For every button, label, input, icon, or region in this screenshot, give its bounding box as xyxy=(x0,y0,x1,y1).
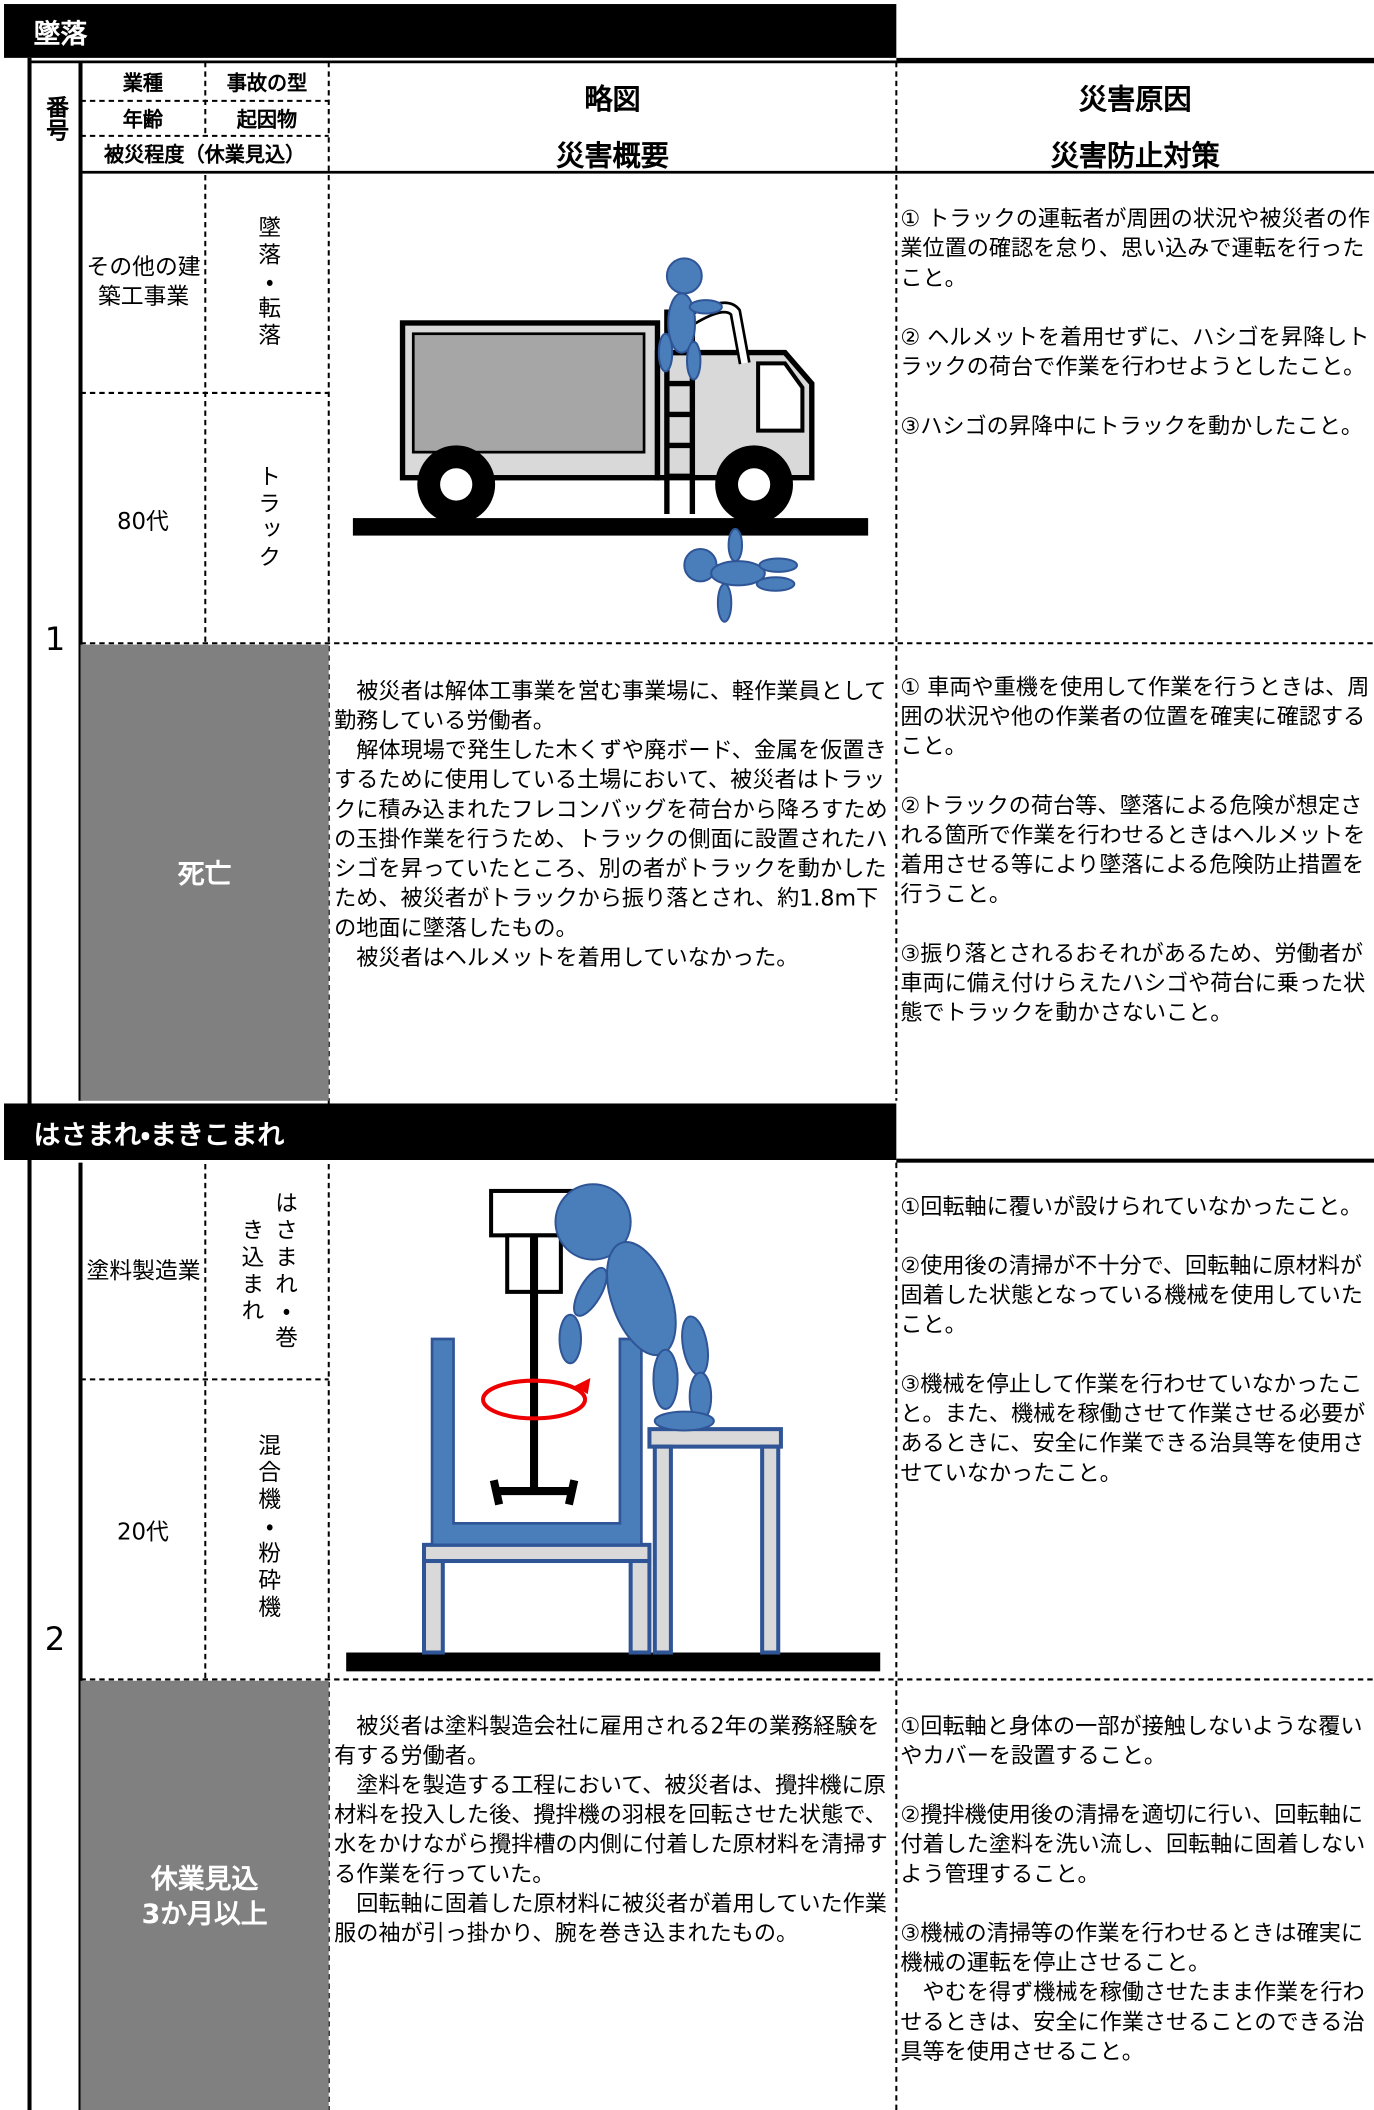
case-number: 1 xyxy=(44,620,66,659)
paragraph: 解体現場で発生した木くずや廃ボード、金属を仮置きするために使用している土場におい… xyxy=(334,737,888,941)
paragraph: 被災者はヘルメットを着用していなかった。 xyxy=(334,944,799,971)
paragraph: ③機械を停止して作業を行わせていなかったこと。また、機械を稼働させて作業させる必… xyxy=(900,1371,1366,1486)
paragraph: ③振り落とされるおそれがあるため、労働者が車両に備え付けらえたハシゴや荷台に乗っ… xyxy=(900,940,1366,1026)
paragraph: ② ヘルメットを着用せずに、ハシゴを昇降しトラックの荷台で作業を行わせようとした… xyxy=(900,324,1370,380)
header-industry: 業種 xyxy=(122,70,164,95)
measures: ① 車両や重機を使用して作業を行うときは、周囲の状況や他の作業者の位置を確実に確… xyxy=(900,673,1372,1028)
header-accident-type: 事故の型 xyxy=(226,70,308,95)
paragraph: ①回転軸に覆いが設けられていなかったこと。 xyxy=(900,1193,1363,1220)
header-cause-object: 起因物 xyxy=(236,106,298,132)
paragraph: 被災者は塗料製造会社に雇用される2年の業務経験を有する労働者。 xyxy=(334,1713,880,1769)
paragraph: 塗料を製造する工程において、被災者は、攪拌機に原材料を投入した後、攪拌機の羽根を… xyxy=(334,1772,888,1887)
age: 80代 xyxy=(116,508,169,535)
paragraph: ①回転軸と身体の一部が接触しないような覆いやカバーを設置すること。 xyxy=(900,1713,1363,1769)
industry: 塗料製造業 xyxy=(86,1258,201,1286)
measures: ①回転軸と身体の一部が接触しないような覆いやカバーを設置すること。 ②攪拌機使用後… xyxy=(900,1712,1372,2067)
section-title: 墜落 xyxy=(4,4,897,58)
summary: 被災者は塗料製造会社に雇用される2年の業務経験を有する労働者。 塗料を製造する工… xyxy=(334,1712,892,1949)
case-number: 2 xyxy=(44,1620,66,1658)
section-title: はさまれ・まきこまれ xyxy=(4,1103,897,1160)
header-cause: 災害原因 xyxy=(1078,83,1192,116)
cause-object: 混合機・粉砕機 xyxy=(252,1433,280,1622)
severity: 死亡 xyxy=(80,644,329,1101)
paragraph: ① 車両や重機を使用して作業を行うときは、周囲の状況や他の作業者の位置を確実に確… xyxy=(900,674,1370,759)
mixer-sketch xyxy=(346,1183,881,1672)
severity: 休業見込 3か月以上 xyxy=(80,1680,329,2110)
paragraph: ②トラックの荷台等、墜落による危険が想定される箇所で作業を行わせるときはヘルメッ… xyxy=(900,792,1366,908)
causes: ①回転軸に覆いが設けられていなかったこと。 ②使用後の清掃が不十分で、回転軸に原材… xyxy=(900,1192,1372,1488)
accident-type: 墜落・転落 xyxy=(252,215,280,350)
summary: 被災者は解体工事業を営む事業場に、軽作業員として勤務している労働者。 解体現場で… xyxy=(334,677,892,973)
paragraph: 被災者は解体工事業を営む事業場に、軽作業員として勤務している労働者。 xyxy=(334,678,887,734)
paragraph: ②使用後の清掃が不十分で、回転軸に原材料が固着した状態となっている機械を使用して… xyxy=(900,1252,1363,1338)
header-sketch: 略図 xyxy=(584,83,641,116)
accident-type: はさまれ・巻き込まれ xyxy=(236,1190,297,1353)
paragraph: ① トラックの運転者が周囲の状況や被災者の作業位置の確認を怠り、思い込みで運転を… xyxy=(900,205,1371,291)
causes: ① トラックの運転者が周囲の状況や被災者の作業位置の確認を怠り、思い込みで運転を… xyxy=(900,205,1372,442)
header-prevention: 災害防止対策 xyxy=(1050,139,1220,172)
industry: その他の建築工事業 xyxy=(86,254,201,311)
truck-sketch xyxy=(352,257,869,623)
paragraph: ③ハシゴの昇降中にトラックを動かしたこと。 xyxy=(900,413,1363,439)
header-age: 年齢 xyxy=(122,106,164,132)
paragraph: 回転軸に固着した原材料に被災者が着用していた作業服の袖が引っ掛かり、腕を巻き込ま… xyxy=(334,1890,887,1946)
paragraph: ②攪拌機使用後の清掃を適切に行い、回転軸に付着した塗料を洗い流し、回転軸に固着し… xyxy=(900,1801,1366,1887)
cause-object: トラック xyxy=(252,464,280,572)
age: 20代 xyxy=(116,1519,169,1547)
header-number: 番号 xyxy=(40,95,68,142)
paragraph: ③機械の清掃等の作業を行わせるときは確実に機械の運転を停止させること。 やむを得… xyxy=(900,1920,1365,2065)
header-summary: 災害概要 xyxy=(556,139,669,172)
header-severity: 被災程度（休業見込） xyxy=(103,142,306,167)
